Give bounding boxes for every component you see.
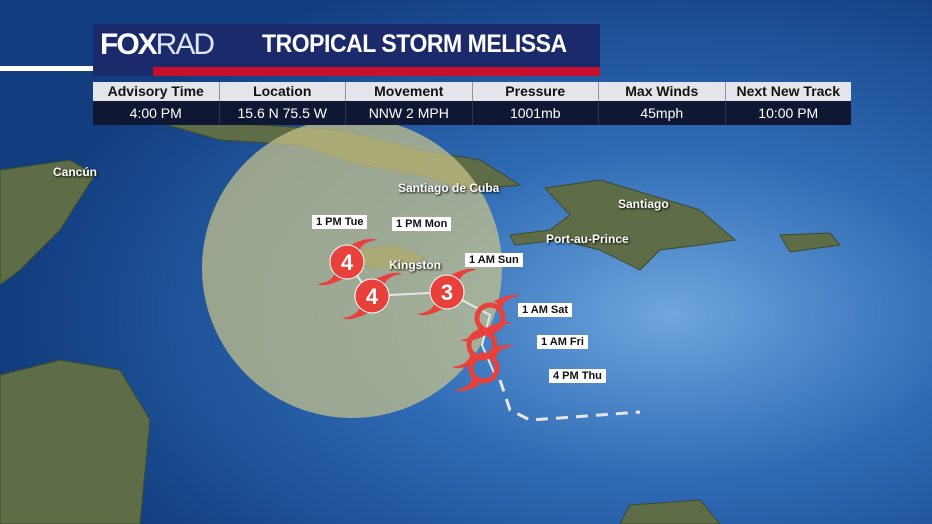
header-bar [93,24,600,76]
hurricane-icon: 4 [342,272,402,320]
label-1am-fri: 1 AM Fri [537,335,588,349]
header-accent [153,67,600,76]
col-location: Location [219,82,346,101]
city-santiago: Santiago [618,197,669,211]
past-track [498,379,641,422]
tropical-storm-icon [460,294,520,342]
label-1pm-mon: 1 PM Mon [392,217,452,231]
hurricane-icon: 3 [417,268,477,316]
col-movement: Movement [346,82,473,101]
logo-rad: RAD [155,28,215,61]
header-stripe [0,66,165,71]
table-row: 4:00 PM 15.6 N 75.5 W NNW 2 MPH 1001mb 4… [93,101,851,125]
page-title: TROPICAL STORM MELISSA [262,30,567,58]
label-4pm-thu: 4 PM Thu [549,369,606,383]
val-location: 15.6 N 75.5 W [219,101,346,125]
label-1am-sun: 1 AM Sun [465,253,523,267]
label-1pm-tue: 1 PM Tue [312,215,368,229]
val-advisory-time: 4:00 PM [93,101,220,125]
foxrad-logo: FOXRAD [100,28,215,62]
storm-category: 4 [366,284,379,309]
storm-category: 4 [341,250,354,275]
col-next-track: Next New Track [725,82,851,101]
col-max-winds: Max Winds [599,82,726,101]
val-max-winds: 45mph [599,101,726,125]
val-movement: NNW 2 MPH [346,101,473,125]
table-header: Advisory Time Location Movement Pressure… [93,82,851,101]
hurricane-icon: 4 [317,238,377,286]
col-advisory-time: Advisory Time [93,82,220,101]
city-port-au-prince: Port-au-Prince [546,232,629,246]
val-pressure: 1001mb [472,101,599,125]
val-next-track: 10:00 PM [725,101,851,125]
city-kingston: Kingston [389,258,441,272]
info-table: Advisory Time Location Movement Pressure… [93,82,851,125]
label-1am-sat: 1 AM Sat [518,303,573,317]
city-santiago-de-cuba: Santiago de Cuba [398,181,500,195]
storm-category: 3 [441,280,453,305]
tropical-storm-icon [454,344,514,392]
col-pressure: Pressure [472,82,599,101]
logo-fox: FOX [100,28,158,61]
city-cancun: Cancún [53,165,98,179]
